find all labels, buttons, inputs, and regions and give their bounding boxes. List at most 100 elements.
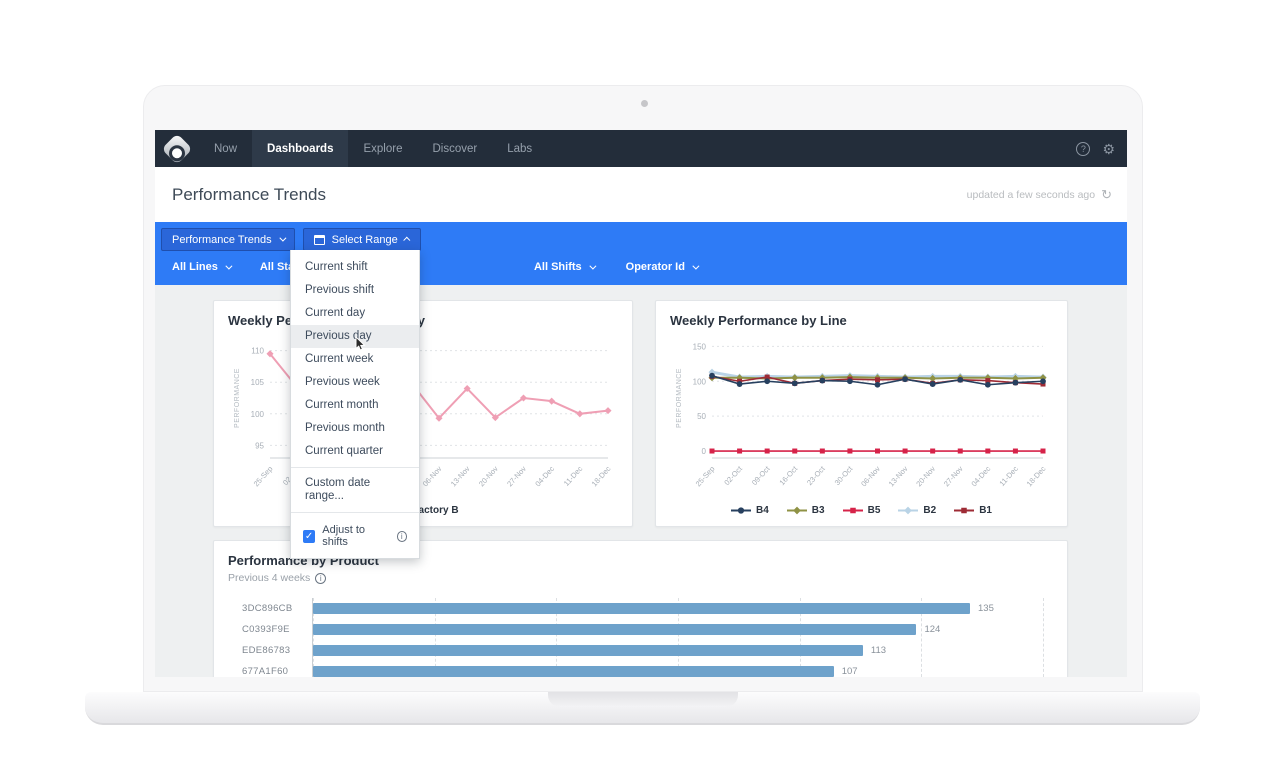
chevron-up-icon	[402, 236, 411, 244]
bar-category-labels: 3DC896CB C0393F9E EDE86783 677A1F60	[242, 598, 312, 677]
menu-item-previous-shift[interactable]: Previous shift	[305, 284, 375, 296]
menu-item-current-quarter[interactable]: Current quarter	[305, 445, 383, 457]
data-point	[736, 381, 743, 387]
menu-item-current-week[interactable]: Current week	[305, 353, 374, 365]
menu-item-previous-day[interactable]: Previous day	[291, 325, 419, 351]
data-point	[930, 448, 936, 454]
data-point	[792, 448, 798, 454]
legend-item-B3[interactable]: B3	[786, 505, 825, 516]
x-tick-label: 13-Nov	[887, 464, 910, 488]
bar-677A1F60[interactable]	[313, 666, 834, 677]
bar-category-label: C0393F9E	[242, 624, 290, 635]
app-logo[interactable]	[155, 130, 199, 167]
menu-item-current-shift[interactable]: Current shift	[305, 261, 368, 273]
legend-item-B1[interactable]: B1	[954, 505, 992, 516]
refresh-icon[interactable]: ↻	[1101, 186, 1112, 202]
chevron-down-icon	[225, 262, 233, 270]
data-point	[604, 407, 612, 415]
menu-item-current-month[interactable]: Current month	[305, 399, 379, 411]
menu-separator	[291, 467, 419, 468]
filter-operator-id[interactable]: Operator Id	[626, 261, 700, 273]
select-range-label: Select Range	[331, 233, 398, 246]
data-point	[904, 506, 913, 515]
chart-svg: 95100105110PERFORMANCE25-Sep02-Oct09-Oct…	[234, 347, 613, 489]
legend-marker-icon	[898, 506, 919, 515]
menu-item-previous-week[interactable]: Previous week	[305, 376, 380, 388]
chart-svg: 0 50 100 150 PERFORMANCE 25-Sep 02-Oct 09-Oct 16…	[676, 342, 1048, 488]
card-subtitle: Previous 4 weeks i	[228, 572, 1053, 584]
bar-gridline	[313, 598, 314, 677]
info-icon[interactable]: i	[396, 530, 407, 542]
legend-label: B1	[979, 505, 992, 516]
logo-icon	[161, 132, 193, 165]
bar-EDE86783[interactable]	[313, 645, 863, 656]
data-point	[791, 380, 798, 387]
y-tick-label: 95	[255, 441, 264, 450]
nav-item-now[interactable]: Now	[214, 142, 238, 155]
filter-all-lines[interactable]: All Lines	[172, 261, 233, 273]
card-title: Weekly Performance by Factory	[228, 313, 425, 328]
laptop-base	[85, 692, 1200, 725]
x-tick-label: 25-Sep	[694, 464, 717, 488]
filter-bar-row1: Performance Trends Select Range	[155, 222, 1127, 251]
x-tick-label: 11-Dec	[562, 464, 585, 488]
x-tick-label: 06-Nov	[859, 464, 882, 488]
view-selector-button[interactable]: Performance Trends	[161, 228, 295, 251]
card-weekly-performance-by-factory: Weekly Performance by Factory 95 100 105 11…	[213, 300, 633, 527]
gear-icon[interactable]: ⚙	[1102, 140, 1115, 157]
updated-status: updated a few seconds ago ↻	[967, 187, 1112, 203]
bar-row: 107	[313, 661, 1043, 677]
info-icon[interactable]: i	[315, 572, 327, 584]
app-screen: Now Dashboards Explore Discover Labs ? ⚙…	[155, 130, 1127, 677]
data-point	[576, 410, 584, 418]
menu-separator	[291, 512, 419, 513]
bar-category-label: 677A1F60	[242, 666, 289, 677]
x-tick-label: 04-Dec	[969, 464, 992, 488]
data-point	[764, 448, 770, 454]
y-tick-label: 105	[251, 378, 265, 387]
nav-item-dashboards[interactable]: Dashboards	[252, 130, 349, 167]
menu-item-previous-month[interactable]: Previous month	[305, 422, 385, 434]
filter-all-shifts[interactable]: All Shifts	[534, 261, 597, 273]
nav-item-labs[interactable]: Labs	[507, 142, 533, 155]
data-point	[847, 378, 853, 385]
bar-row: 135	[313, 598, 1043, 619]
data-point	[791, 374, 799, 382]
bar-gridline	[434, 598, 436, 677]
subtitle-text: Previous 4 weeks	[228, 572, 311, 584]
data-point	[957, 376, 964, 383]
updated-text: updated a few seconds ago	[966, 188, 1096, 201]
nav-item-explore[interactable]: Explore	[363, 142, 403, 155]
y-axis-label: PERFORMANCE	[234, 368, 241, 428]
x-tick-label: 04-Dec	[533, 464, 556, 488]
y-tick-label: 50	[697, 412, 706, 421]
legend-marker-icon	[954, 507, 975, 514]
legend-item-B4[interactable]: B4	[731, 505, 769, 516]
select-range-button[interactable]: Select Range	[302, 228, 421, 251]
nav-item-discover[interactable]: Discover	[432, 142, 478, 155]
page-header: Performance Trends updated a few seconds…	[155, 167, 1127, 222]
data-point	[491, 414, 499, 422]
x-tick-label: 13-Nov	[449, 464, 472, 488]
data-point	[849, 507, 856, 514]
bar-C0393F9E[interactable]	[313, 624, 917, 635]
help-icon[interactable]: ?	[1076, 141, 1091, 156]
mouse-cursor-icon	[355, 337, 366, 351]
line-chart-legend: B4 B3 B5 B2 B1	[670, 505, 1053, 516]
data-point	[929, 381, 936, 387]
x-tick-label: 18-Dec	[1025, 464, 1048, 488]
legend-item-B5[interactable]: B5	[842, 505, 880, 516]
menu-item-custom-date-range[interactable]: Custom date range...	[305, 477, 371, 502]
menu-item-current-day[interactable]: Current day	[305, 307, 366, 319]
legend-item-B2[interactable]: B2	[898, 505, 936, 516]
bar-3DC896CB[interactable]	[313, 603, 970, 614]
adjust-to-shifts-checkbox[interactable]: ✓	[303, 529, 316, 543]
bar-category-label: 3DC896CB	[242, 603, 293, 614]
data-point	[984, 381, 991, 388]
chevron-down-icon	[692, 262, 700, 270]
data-point	[1012, 379, 1019, 386]
product-bar-chart: 3DC896CB C0393F9E EDE86783 677A1F60 135 124 1…	[228, 598, 1053, 677]
line-chart: 0 50 100 150 PERFORMANCE 25-Sep 02-Oct 09-Oct 16…	[670, 328, 1053, 503]
data-point	[764, 374, 770, 380]
data-point	[985, 378, 991, 384]
